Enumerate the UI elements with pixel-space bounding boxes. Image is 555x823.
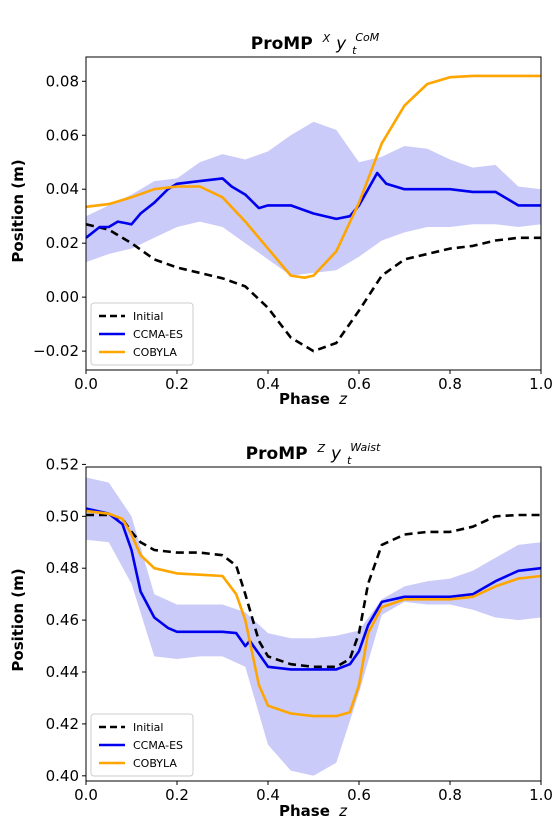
legend-box — [90, 302, 194, 366]
ccma-es-variance-band — [86, 121, 541, 276]
x-tick-label: 0.6 — [347, 375, 371, 393]
y-tick-label: 0.46 — [46, 611, 79, 629]
y-tick-label: 0.00 — [46, 288, 79, 306]
legend: Initial CCMA-ES COBYLA — [90, 713, 194, 777]
legend-box — [90, 713, 194, 777]
y-tick-label: 0.04 — [46, 180, 79, 198]
y-tick-label: 0.44 — [46, 663, 79, 681]
x-tick-label: 0.4 — [256, 786, 280, 804]
legend-label: CCMA-ES — [133, 328, 183, 341]
plot-frame — [85, 466, 542, 782]
x-tick-label: 0.0 — [74, 786, 98, 804]
legend: Initial CCMA-ES COBYLA — [90, 302, 194, 366]
x-tick-label: 0.4 — [256, 375, 280, 393]
legend-label: Initial — [133, 310, 163, 323]
series-line-cobyla — [86, 74, 541, 279]
x-tick-label: 0.2 — [165, 786, 189, 804]
y-tick-label: 0.02 — [46, 234, 79, 252]
y-tick-label: 0.42 — [46, 715, 79, 733]
x-axis-title: Phase z — [279, 802, 348, 820]
y-axis-title: Position (m) — [9, 159, 27, 262]
x-tick-label: 0.0 — [74, 375, 98, 393]
y-tick-label: 0.40 — [46, 767, 79, 785]
chart-title: ProMP X y t CoM — [251, 27, 380, 59]
chart-com: ProMP X y t CoM Phase z Position (m) 0.0… — [9, 27, 553, 408]
x-tick-label: 1.0 — [529, 786, 553, 804]
x-axis-title: Phase z — [279, 390, 348, 408]
plot-frame — [85, 56, 542, 371]
y-tick-label: 0.52 — [46, 455, 79, 473]
y-tick-label: 0.48 — [46, 559, 79, 577]
x-tick-label: 1.0 — [529, 375, 553, 393]
y-tick-label: −0.02 — [33, 342, 79, 360]
x-tick-label: 0.8 — [438, 786, 462, 804]
series-line-cobyla — [86, 509, 541, 718]
x-tick-label: 0.2 — [165, 375, 189, 393]
y-axis-title: Position (m) — [9, 568, 27, 671]
legend-label: Initial — [133, 721, 163, 734]
y-tick-label: 0.06 — [46, 126, 79, 144]
series-line-ccma-es — [86, 171, 541, 239]
legend-label: COBYLA — [133, 757, 177, 770]
series-line-initial — [86, 513, 541, 669]
series-line-initial — [86, 223, 541, 353]
chart-waist: ProMP Z y t Waist Phase z Position (m) 0… — [9, 437, 553, 820]
x-tick-label: 0.6 — [347, 786, 371, 804]
series-line-ccma-es — [86, 507, 541, 671]
y-tick-label: 0.08 — [46, 72, 79, 90]
legend-label: COBYLA — [133, 346, 177, 359]
chart-title: ProMP Z y t Waist — [246, 437, 381, 469]
legend-label: CCMA-ES — [133, 739, 183, 752]
x-tick-label: 0.8 — [438, 375, 462, 393]
y-tick-label: 0.50 — [46, 507, 79, 525]
